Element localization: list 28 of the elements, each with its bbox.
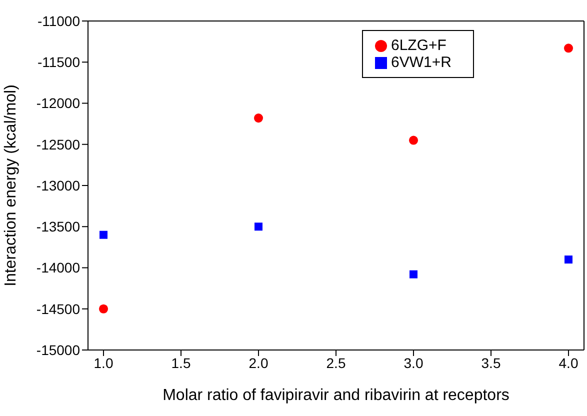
x-tick-label: 2.0 [248, 354, 268, 371]
y-tick-label: -13500 [36, 218, 80, 235]
point [254, 222, 262, 231]
point [410, 270, 418, 278]
x-tick-label: 3.0 [404, 354, 424, 371]
y-tick-label: -11000 [37, 12, 80, 29]
legend-label: 6VW1+R [391, 54, 452, 71]
x-tick-label: 3.5 [481, 354, 501, 371]
point [100, 230, 108, 239]
y-tick-label: -13000 [36, 177, 80, 194]
point [254, 114, 264, 123]
point [408, 136, 418, 145]
x-axis-title: Molar ratio of favipiravir and ribavirin at receptors [162, 387, 510, 404]
x-tick-label: 1.0 [94, 354, 114, 371]
legend-label: 6LZG+F [391, 37, 446, 54]
point [564, 256, 572, 264]
y-tick-label: -11500 [37, 54, 80, 70]
x-tick-label: 2.5 [326, 354, 346, 371]
point [98, 304, 108, 314]
y-axis-title: Interaction energy (kcal/mol) [2, 84, 20, 286]
y-tick-label: -12500 [36, 136, 80, 152]
y-tick-label: -15000 [36, 342, 80, 358]
y-tick-label: -14500 [36, 300, 80, 317]
y-tick-label: -14000 [36, 260, 80, 276]
y-tick-label: -12000 [36, 95, 80, 112]
point [564, 44, 574, 53]
x-tick-label: 4.0 [558, 354, 578, 371]
x-tick-label: 1.5 [171, 354, 191, 371]
